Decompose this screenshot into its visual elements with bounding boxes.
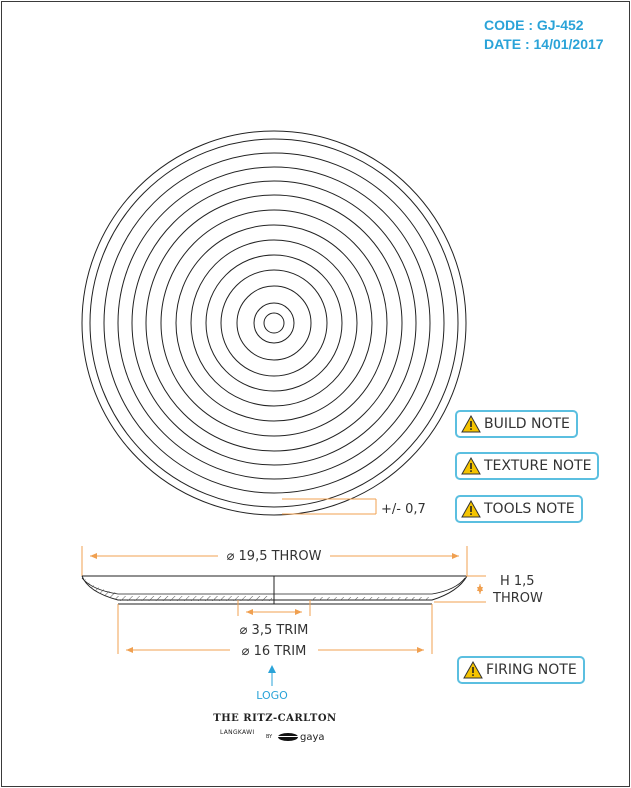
firing-note-label: FIRING NOTE [486,662,577,678]
tools-note-badge[interactable]: TOOLS NOTE [455,495,583,523]
ring-2 [253,302,295,344]
brand-block: THE RITZ-CARLTON LANGKAWI BY gaya [213,713,336,743]
tools-note-label: TOOLS NOTE [484,501,575,517]
throw-diameter-label: ⌀ 19,5 THROW [227,549,322,564]
brand-maker: gaya [300,732,325,743]
ring-14 [81,130,467,516]
trim-small-dimension: ⌀ 3,5 TRIM [237,600,311,638]
ring-9 [145,194,403,452]
trim-large-dimension: ⌀ 16 TRIM [117,604,433,659]
warning-triangle-icon [461,415,481,433]
warning-triangle-icon [463,661,483,679]
ring-6 [190,239,358,407]
ring-8 [160,209,388,437]
ring-10 [131,180,417,466]
warning-triangle-icon [461,457,481,475]
ring-5 [205,254,343,392]
tolerance-dimension: +/- 0,7 [282,498,426,517]
ring-13 [89,138,459,508]
firing-note-badge[interactable]: FIRING NOTE [457,656,585,684]
date-label: DATE : 14/01/2017 [484,36,604,52]
height-label: H 1,5 [500,574,535,589]
logo-label: LOGO [256,689,288,702]
tolerance-label: +/- 0,7 [381,502,426,517]
ring-7 [175,224,373,422]
build-note-label: BUILD NOTE [484,416,570,432]
ring-1 [263,312,285,334]
height-sub-label: THROW [492,591,543,606]
logo-pointer: LOGO [256,665,288,702]
header-block: CODE : GJ-452 DATE : 14/01/2017 [484,16,604,54]
ring-3 [236,285,312,361]
brand-by: BY [266,734,273,740]
ring-4 [220,269,328,377]
height-dimension: H 1,5 THROW [434,574,543,606]
warning-triangle-icon [461,500,481,518]
ring-12 [103,152,445,494]
code-label: CODE : GJ-452 [484,17,584,33]
trim-small-label: ⌀ 3,5 TRIM [240,623,309,638]
concentric-rings-top-view [81,130,467,516]
texture-note-badge[interactable]: TEXTURE NOTE [455,452,600,480]
brand-location: LANGKAWI [220,729,254,736]
arrow-up-icon [268,665,276,673]
throw-diameter-dimension: ⌀ 19,5 THROW [81,546,468,576]
trim-large-label: ⌀ 16 TRIM [242,644,307,659]
brand-name: THE RITZ-CARLTON [213,713,336,724]
texture-note-label: TEXTURE NOTE [484,458,592,474]
build-note-badge[interactable]: BUILD NOTE [455,410,578,438]
ring-11 [117,166,431,480]
side-profile-section [81,575,468,605]
